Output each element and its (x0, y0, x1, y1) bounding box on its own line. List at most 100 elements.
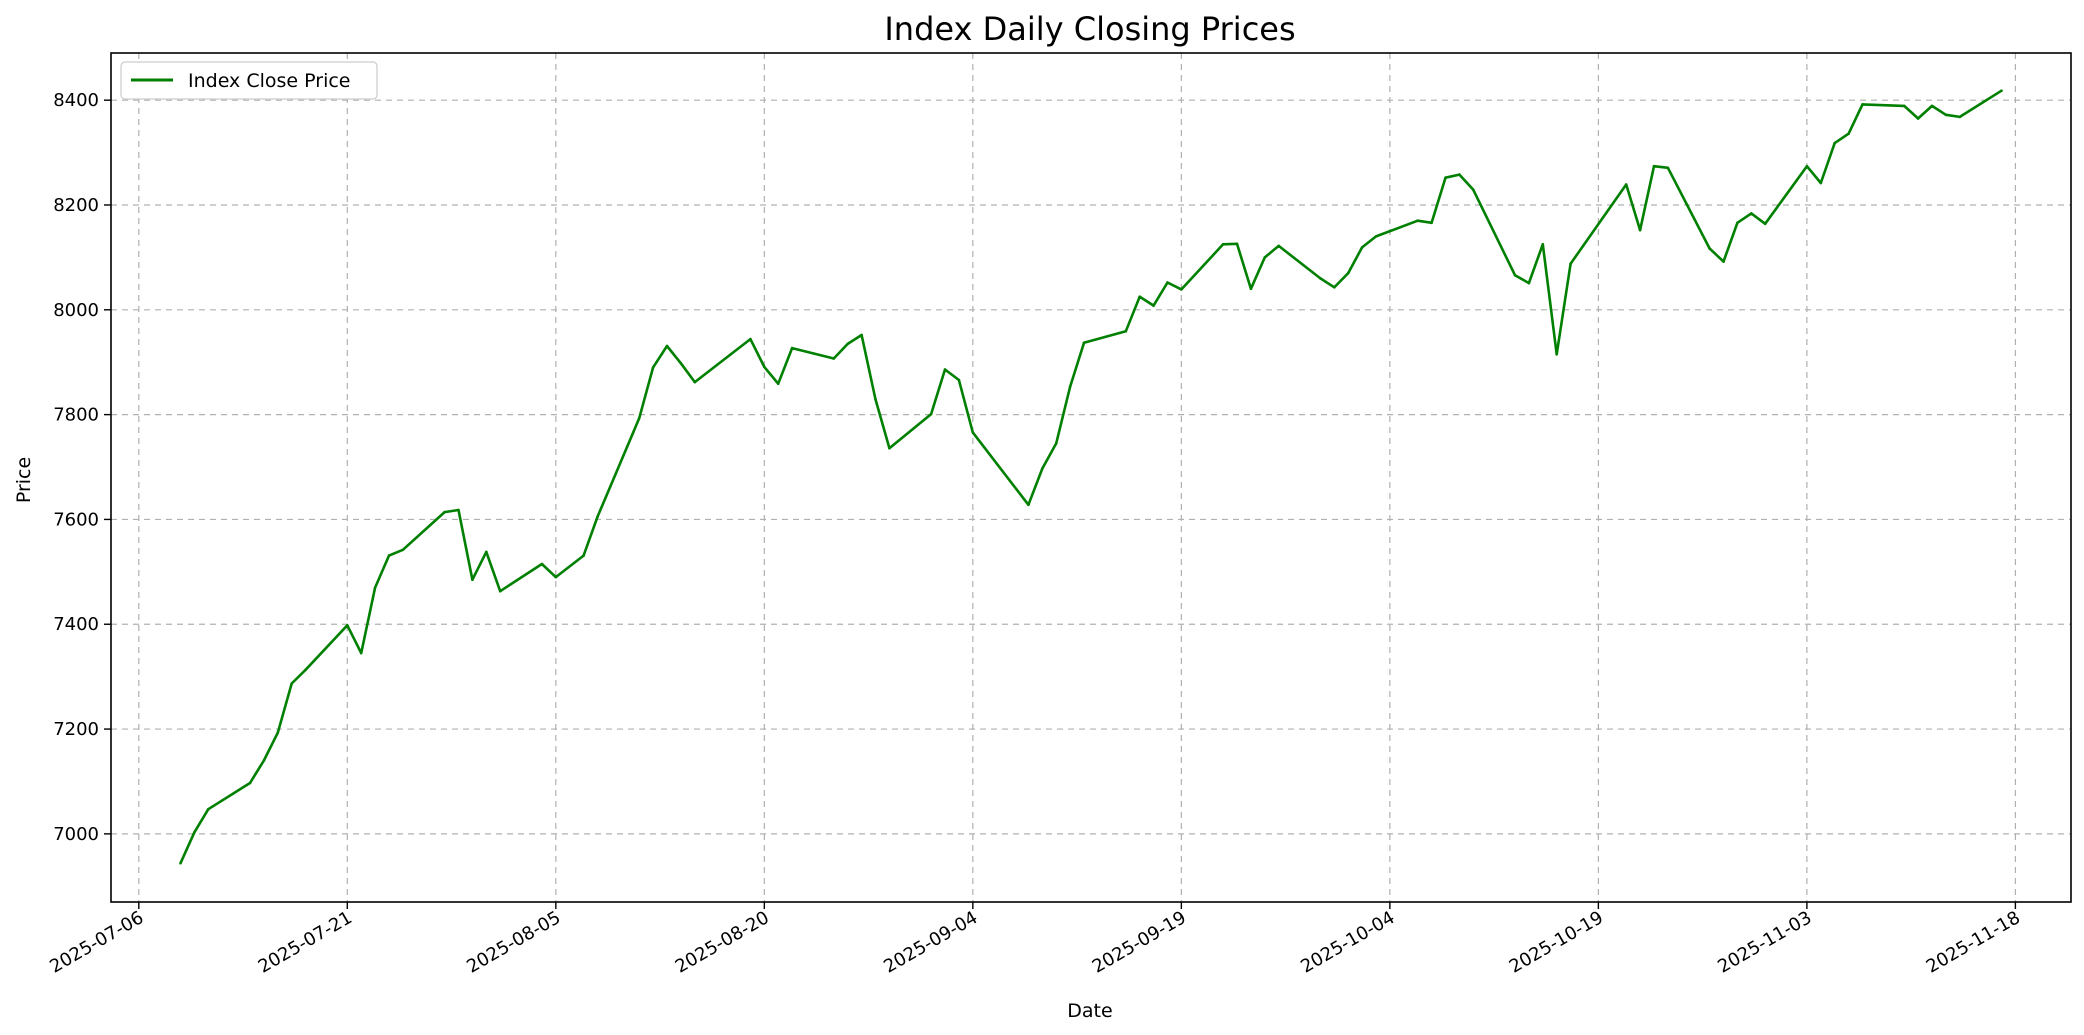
data-point (1902, 104, 1906, 108)
data-point (1472, 188, 1475, 192)
data-point (1430, 221, 1433, 225)
data-point (554, 575, 558, 579)
data-point (790, 346, 794, 350)
data-point (637, 417, 641, 420)
x-tick-label: 2025-07-21 (255, 907, 356, 977)
data-point (1180, 288, 1183, 291)
data-point (1054, 442, 1058, 445)
x-tick-label: 2025-08-20 (672, 907, 773, 977)
data-point (874, 398, 877, 401)
x-tick-label: 2025-09-04 (880, 907, 981, 977)
legend-box (120, 61, 378, 100)
data-point (1138, 295, 1141, 299)
data-point (1527, 281, 1531, 285)
data-point (1221, 243, 1225, 246)
y-tick-label: 7000 (53, 824, 99, 845)
data-point (401, 548, 405, 552)
data-point (971, 431, 975, 434)
y-tick-label: 7800 (53, 405, 99, 426)
data-point (1763, 222, 1767, 226)
data-point (1736, 221, 1739, 225)
data-point (1944, 113, 1948, 117)
data-point (1082, 341, 1086, 345)
data-point (693, 380, 697, 384)
data-point (1333, 286, 1336, 289)
data-point (373, 586, 377, 589)
data-point (763, 365, 766, 369)
data-point (832, 357, 836, 360)
x-tick-label: 2025-08-05 (463, 907, 564, 977)
data-point (276, 731, 280, 734)
data-point (1124, 330, 1128, 333)
data-point (582, 554, 585, 557)
data-point (929, 412, 933, 416)
data-point (1847, 132, 1850, 135)
data-point (1805, 164, 1809, 168)
data-point (1666, 166, 1670, 170)
data-point (540, 562, 544, 566)
data-point (1930, 104, 1934, 108)
data-point (1416, 219, 1419, 222)
data-point (1444, 176, 1447, 179)
data-point (1319, 277, 1322, 280)
y-tick-label: 7600 (53, 509, 99, 530)
data-point (457, 508, 460, 512)
data-point (679, 362, 683, 365)
data-point (387, 554, 391, 557)
data-point (1833, 141, 1836, 145)
data-point (1819, 181, 1823, 185)
x-tick-label: 2025-11-18 (1923, 907, 2024, 977)
x-tick-label: 2025-10-19 (1506, 907, 1607, 977)
data-point (888, 446, 891, 450)
data-point (1374, 235, 1378, 238)
data-point (1624, 183, 1628, 186)
data-point (290, 682, 294, 685)
data-point (1360, 246, 1364, 249)
x-axis-title: Date (1067, 1000, 1112, 1022)
data-point (749, 337, 752, 341)
ticks: 7000 7200 7400 7600 7800 8000 8200 8400 2025-07-… (46, 90, 2024, 977)
chart-title: Index Daily Closing Prices (884, 10, 1295, 48)
data-point (1916, 117, 1920, 120)
data-point (1277, 244, 1280, 248)
x-tick-label: 2025-09-19 (1089, 907, 1190, 977)
data-point (1263, 256, 1267, 259)
data-point (943, 368, 947, 371)
data-point (443, 510, 446, 514)
y-tick-label: 7400 (53, 614, 99, 635)
data-point (2000, 89, 2003, 92)
legend-label: Index Close Price (188, 70, 351, 92)
y-tick-label: 8000 (53, 300, 99, 321)
data-point (304, 668, 307, 672)
y-tick-label: 7200 (53, 719, 99, 740)
x-tick-label: 2025-11-03 (1714, 907, 1815, 977)
x-tick-label: 2025-07-06 (46, 907, 147, 977)
data-point (665, 344, 669, 348)
data-point (1235, 242, 1239, 246)
y-axis-title: Price (13, 457, 35, 503)
data-point (1652, 164, 1656, 168)
data-point (1708, 247, 1711, 250)
data-point (1346, 271, 1350, 275)
data-point (193, 831, 196, 834)
data-point (1541, 243, 1545, 246)
y-tick-label: 8200 (53, 195, 99, 216)
data-point (1958, 115, 1962, 119)
data-point (207, 807, 210, 811)
series-layer (179, 89, 2003, 865)
data-point (1249, 287, 1253, 291)
data-point (596, 515, 599, 519)
data-point (846, 342, 849, 346)
legend: Index Close Price (120, 61, 378, 100)
data-point (1152, 304, 1155, 307)
data-point (776, 382, 780, 386)
y-tick-label: 8400 (53, 90, 99, 111)
data-point (485, 550, 488, 554)
data-point (1513, 273, 1517, 277)
grid (111, 53, 2071, 902)
data-point (471, 578, 474, 581)
data-point (1861, 103, 1864, 106)
series-line (179, 89, 2003, 864)
